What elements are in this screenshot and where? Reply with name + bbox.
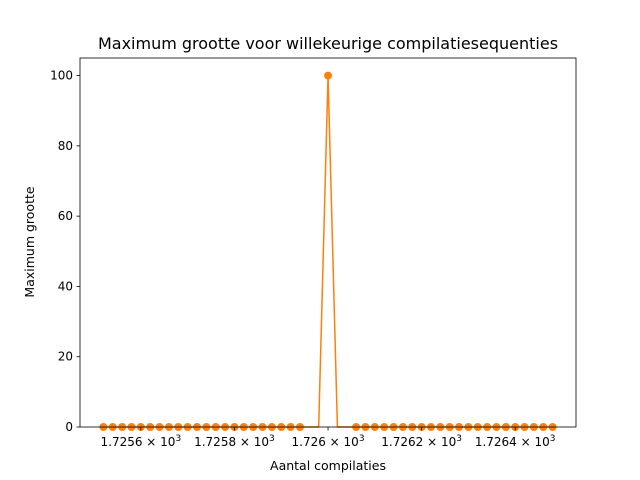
y-tick-label: 100 [50, 69, 73, 83]
y-tick-label: 0 [65, 420, 73, 434]
x-tick-label: 1.7264 × 103 [475, 434, 556, 449]
x-axis-label: Aantal compilaties [270, 458, 386, 473]
y-tick-label: 80 [58, 139, 73, 153]
x-tick-label: 1.7262 × 103 [381, 434, 462, 449]
plot-area: 0 20 40 60 80 100 1.7256 × 103 1.7258 × 103 1.72… [50, 57, 577, 449]
data-point [324, 71, 333, 80]
y-tick-label: 60 [58, 209, 73, 223]
y-tick-label: 40 [58, 279, 73, 293]
chart-title: Maximum grootte voor willekeurige compil… [98, 34, 558, 53]
y-axis-label: Maximum grootte [22, 186, 37, 297]
x-tick-label: 1.726 × 103 [292, 434, 365, 449]
x-tick-label: 1.7258 × 103 [194, 434, 275, 449]
x-tick-label: 1.7256 × 103 [101, 434, 182, 449]
y-tick-label: 20 [58, 350, 73, 364]
